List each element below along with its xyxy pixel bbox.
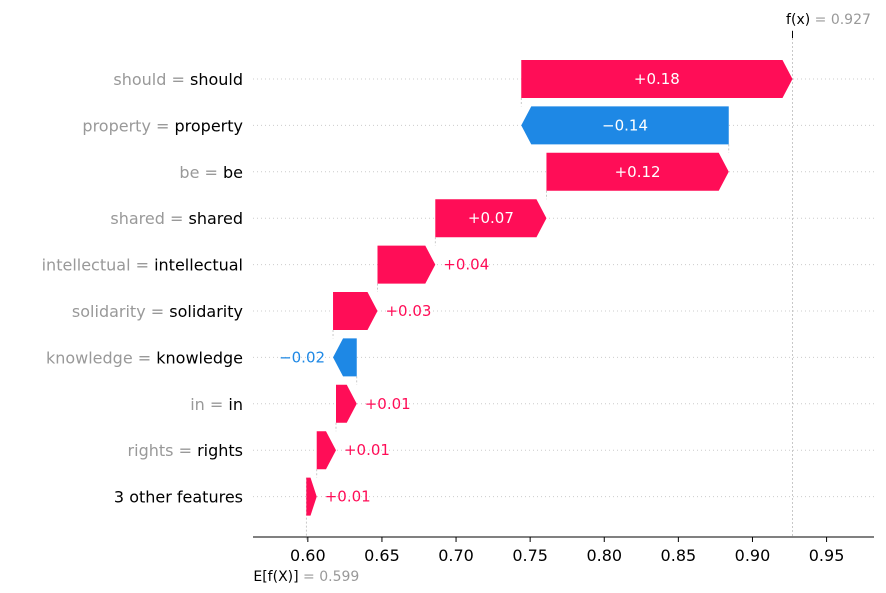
x-tick-label: 0.80 [586, 546, 622, 565]
feature-label: solidarity = solidarity [72, 302, 243, 321]
bar-rights [316, 431, 336, 470]
feature-name-text: in [228, 395, 243, 414]
feature-value-text: in = [190, 395, 228, 414]
feature-label: intellectual = intellectual [42, 256, 243, 275]
bar-intellectual [377, 245, 436, 284]
x-tick-label: 0.95 [809, 546, 845, 565]
bar-value-label: +0.07 [468, 209, 514, 227]
feature-name-text: solidarity [169, 302, 243, 321]
feature-name-text: property [175, 116, 244, 135]
bar-value-label: +0.01 [344, 441, 390, 459]
output-value-number: = 0.927 [815, 12, 871, 28]
feature-value-text: intellectual = [42, 256, 154, 275]
feature-label: property = property [82, 116, 243, 135]
value-annotations: E[f(X)] = 0.599 f(x) = 0.927 [253, 12, 871, 585]
bar-value-label: −0.02 [279, 348, 325, 366]
x-tick-label: 0.90 [735, 546, 771, 565]
bar-value-label: +0.04 [443, 256, 489, 274]
feature-value-text: rights = [128, 441, 198, 460]
feature-name-text: rights [197, 441, 243, 460]
feature-value-text: solidarity = [72, 302, 169, 321]
feature-label: rights = rights [128, 441, 243, 460]
x-tick-label: 0.60 [290, 546, 326, 565]
feature-name-text: be [223, 163, 243, 182]
base-value-number: = 0.599 [303, 569, 359, 585]
feature-value-text: shared = [110, 209, 188, 228]
feature-label: in = in [190, 395, 243, 414]
output-value-expr: f(x) [786, 12, 815, 28]
bar-value-label: +0.18 [634, 70, 680, 88]
bar-property [521, 106, 729, 145]
feature-label: 3 other features [114, 488, 243, 507]
feature-labels: should = should property = property be = b… [42, 70, 243, 507]
feature-name-text: intellectual [154, 256, 243, 275]
bar-should [521, 60, 793, 98]
bar-be [546, 152, 729, 191]
reference-lines [305, 30, 793, 540]
bars: +0.18 −0.14 +0.12 +0.07 +0.04 +0.03 −0.02 +0.01… [279, 60, 793, 516]
bar-shared [435, 199, 547, 238]
feature-value-text: be = [179, 163, 223, 182]
x-tick-label: 0.70 [438, 546, 474, 565]
feature-label: shared = shared [110, 209, 243, 228]
feature-name-text: knowledge [156, 348, 243, 367]
base-value-expr: E[f(X)] [253, 569, 303, 585]
bar-solidarity [333, 292, 378, 330]
feature-value-text: property = [82, 116, 174, 135]
feature-label: knowledge = knowledge [46, 348, 243, 367]
bar-in [335, 384, 357, 423]
x-tick-label: 0.65 [364, 546, 400, 565]
base-value-label: E[f(X)] = 0.599 [253, 569, 359, 585]
bar-value-label: +0.01 [365, 395, 411, 413]
x-axis: 0.60 0.65 0.70 0.75 0.80 0.85 0.90 0.95 [253, 536, 874, 565]
feature-label: be = be [179, 163, 243, 182]
bar-knowledge [333, 338, 357, 377]
x-tick-label: 0.85 [661, 546, 697, 565]
bar-value-label: +0.12 [615, 163, 661, 181]
feature-name-text: should [190, 70, 243, 89]
bar-value-label: +0.01 [325, 488, 371, 506]
bar-value-label: −0.14 [602, 116, 648, 134]
feature-value-text: knowledge = [46, 348, 156, 367]
bar-3-other-features [306, 477, 317, 516]
feature-label: should = should [113, 70, 243, 89]
bar-value-label: +0.03 [385, 302, 431, 320]
output-value-label: f(x) = 0.927 [786, 12, 871, 28]
feature-name-text: shared [188, 209, 243, 228]
feature-value-text: should = [113, 70, 190, 89]
x-tick-label: 0.75 [512, 546, 548, 565]
